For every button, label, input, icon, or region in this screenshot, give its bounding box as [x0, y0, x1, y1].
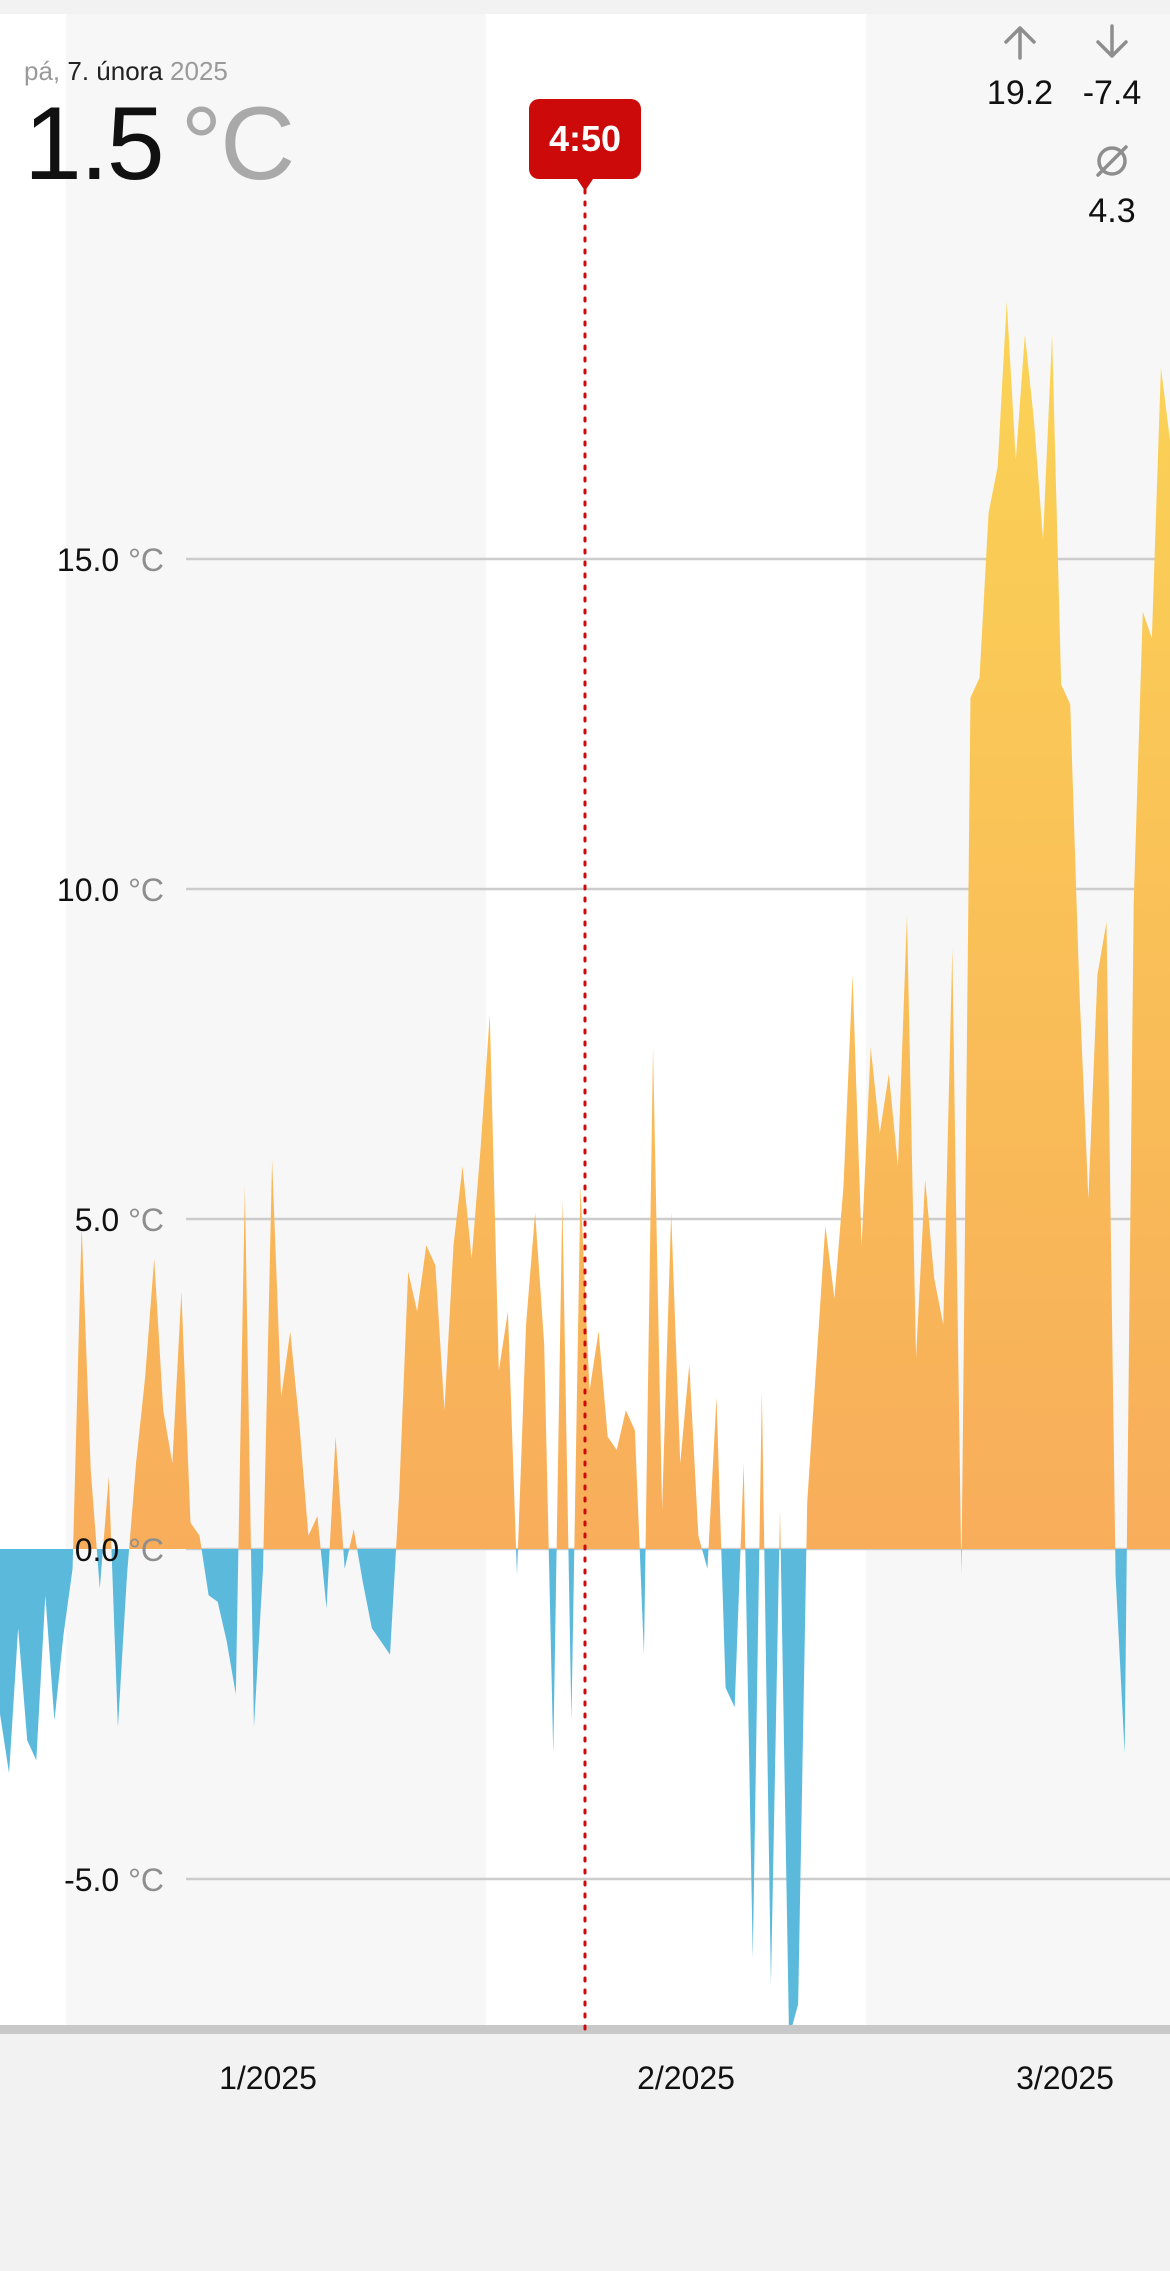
x-tick-label: 2/2025: [637, 2060, 735, 2096]
max-stat: 19.2: [972, 22, 1068, 113]
current-value: 1.5: [24, 86, 165, 202]
area-below-zero: [0, 1549, 1170, 2029]
arrow-down-icon: [1062, 22, 1162, 74]
current-unit: °C: [180, 86, 296, 202]
current-temperature: 1.5 °C: [24, 92, 295, 196]
month-band-january: [66, 14, 486, 2026]
arrow-up-icon: [972, 22, 1068, 74]
x-tick-label: 3/2025: [1016, 2060, 1114, 2096]
area-above-zero: [0, 301, 1170, 1549]
y-tick-label: 0.0 °C: [75, 1532, 164, 1568]
temperature-area: [0, 301, 1170, 2029]
avg-stat: 4.3: [1062, 140, 1162, 231]
year: 2025: [170, 56, 228, 86]
y-tick-label: 15.0 °C: [57, 542, 164, 578]
y-tick-label: 10.0 °C: [57, 872, 164, 908]
y-tick-label: -5.0 °C: [64, 1862, 164, 1898]
selected-date: pá, 7. února 2025: [24, 56, 228, 87]
cursor-time-tooltip[interactable]: 4:50: [529, 99, 641, 191]
min-value: -7.4: [1082, 74, 1142, 112]
y-axis-labels: -5.0 °C 0.0 °C 5.0 °C 10.0 °C 15.0 °C: [57, 542, 164, 1898]
min-stat: -7.4: [1062, 22, 1162, 113]
average-diameter-icon: [1062, 140, 1162, 192]
x-axis-labels: 1/2025 2/2025 3/2025: [219, 2060, 1114, 2096]
y-tick-label: 5.0 °C: [75, 1202, 164, 1238]
day-month: 7. února: [67, 56, 163, 86]
avg-value: 4.3: [1088, 192, 1136, 230]
weekday: pá,: [24, 56, 61, 86]
max-value: 19.2: [986, 74, 1054, 112]
x-tick-label: 1/2025: [219, 2060, 317, 2096]
